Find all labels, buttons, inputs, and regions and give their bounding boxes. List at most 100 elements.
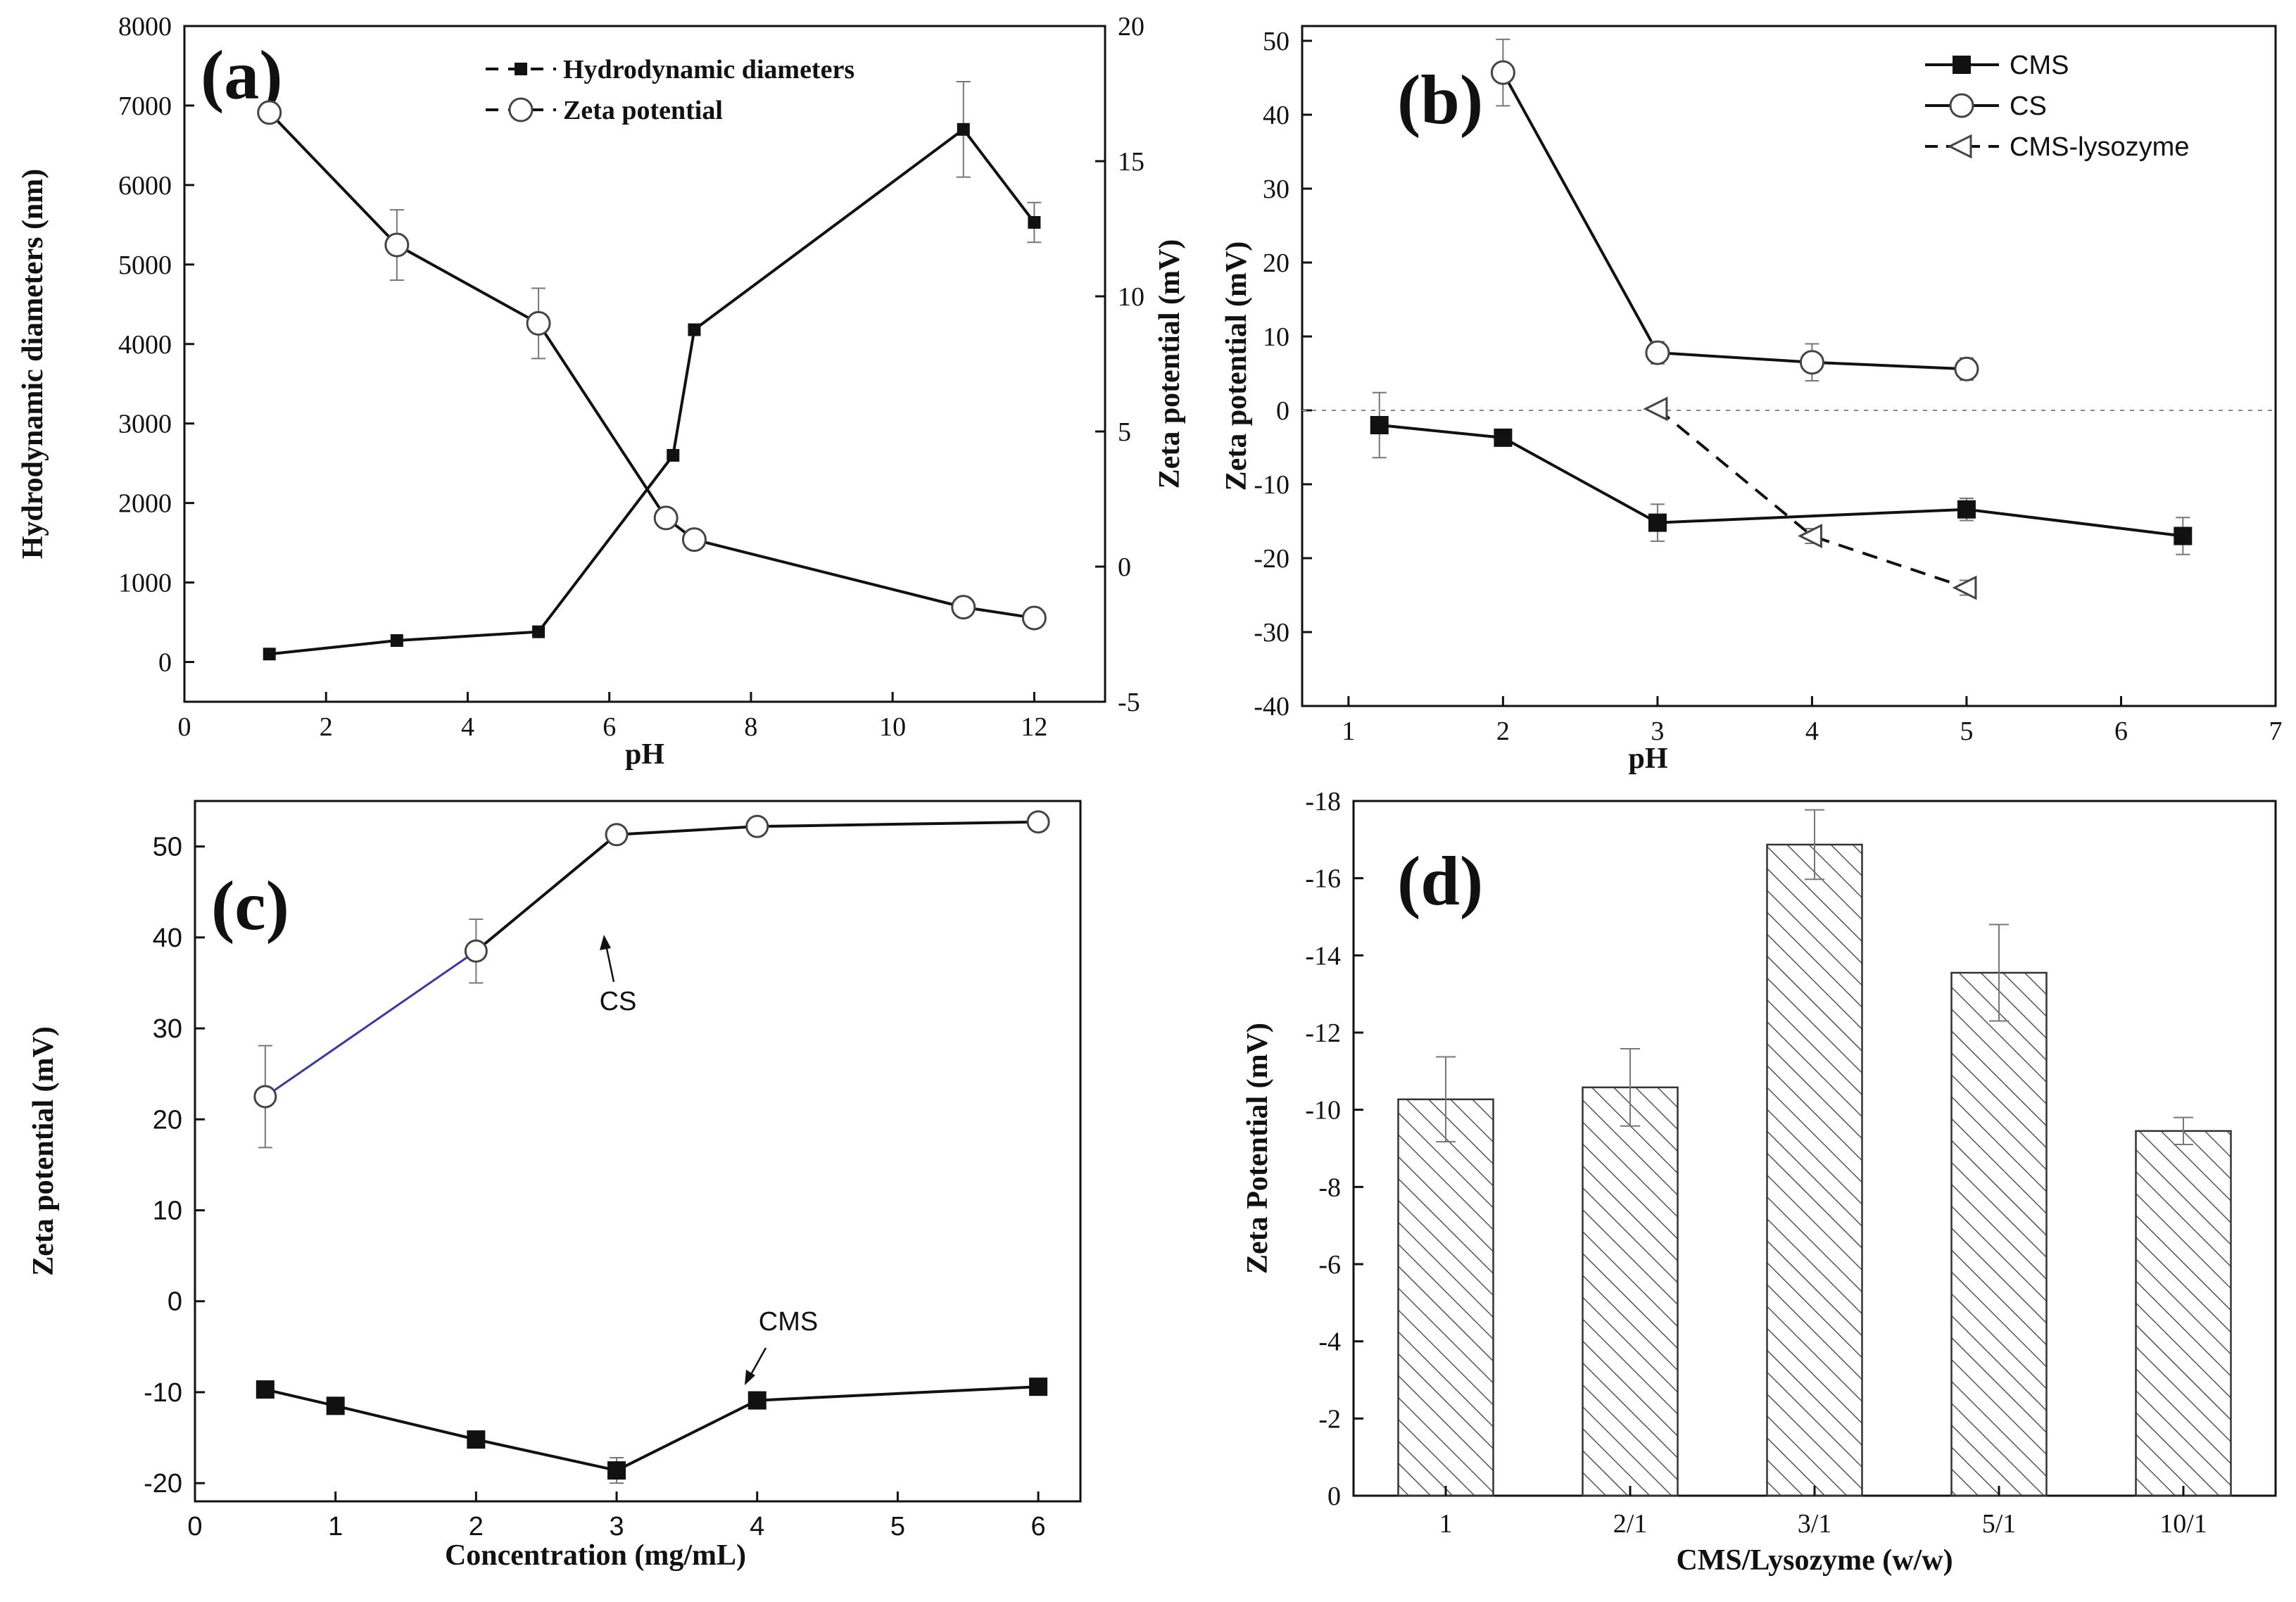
panel-c-y-tick-label: 0 <box>168 1287 182 1317</box>
panel-a-x-axis-label: pH <box>625 738 664 771</box>
panel-b-legend-marker <box>1949 93 1974 118</box>
panel-b-x-tick-label: 7 <box>2269 717 2283 746</box>
panel-a-legend-label: Zeta potential <box>563 96 723 125</box>
panel-c-series-segment <box>264 950 477 1098</box>
panel-a-chart: 0 2 4 6 8 10 12 0 1000 2000 3000 4000 5000 6000 7000 80… <box>17 12 1186 771</box>
panel-b-point <box>1952 575 1977 600</box>
panel-d-error-bar <box>2174 1116 2193 1146</box>
panel-b-x-tick-label: 2 <box>1496 717 1510 746</box>
panel-c-series-segment <box>616 825 757 836</box>
panel-b-series-cms-lysozyme <box>1643 396 1977 600</box>
panel-c-y-tick-label: 40 <box>153 923 182 953</box>
panel-c-point <box>464 939 488 963</box>
panel-b-point <box>2174 526 2193 545</box>
panel-c-point <box>605 823 629 847</box>
panel-a-y-axis-label: Hydrodynamic diameters (nm) <box>17 169 49 560</box>
panel-a-legend-marker <box>508 97 534 122</box>
panel-b-y-tick-label: -30 <box>1254 618 1289 648</box>
panel-a-y-tick-label: 7000 <box>118 92 172 121</box>
panel-a-point <box>653 505 679 531</box>
panel-d-error-bar <box>1620 1048 1640 1127</box>
panel-b-x-tick-label: 5 <box>1960 717 1973 746</box>
panel-b-y-tick-label: -40 <box>1254 692 1289 721</box>
panel-a-y2-axis-label: Zeta potential (mV) <box>1154 239 1186 489</box>
panel-b-point <box>1798 524 1822 548</box>
panel-a-legend-marker <box>515 63 527 75</box>
panel-c-y-tick-label: 20 <box>153 1105 182 1135</box>
panel-b-legend-label: CS <box>2010 92 2047 121</box>
panel-c-y-tick-label: 50 <box>153 833 182 862</box>
panel-a-x-tick-label: 2 <box>320 712 333 742</box>
panel-a-point <box>263 648 276 661</box>
panel-c-y-tick-label: -20 <box>144 1469 182 1499</box>
panel-a-plot-frame <box>183 25 1106 703</box>
panel-b-legend-marker-ring <box>1949 93 1974 118</box>
panel-c-point <box>607 1461 626 1480</box>
panel-a-y-tick-label: 1000 <box>118 569 172 598</box>
panel-b-label: (b) <box>1397 61 1483 139</box>
panel-c-series-segment <box>475 1438 617 1472</box>
panel-b-y-tick-label: 40 <box>1263 101 1289 130</box>
panel-d-y-axis-label: Zeta Potential (mV) <box>1242 1023 1274 1274</box>
panel-c-chart: 0 1 2 3 4 5 6 -20 -10 0 10 20 30 40 50 Concentration (m… <box>27 800 1082 1572</box>
panel-c-series-segment <box>757 820 1039 828</box>
panel-d-bar <box>1950 971 2048 1497</box>
panel-d-y-tick-label: -10 <box>1305 1096 1341 1125</box>
panel-c-y-tick-label: 10 <box>153 1196 182 1225</box>
panel-c-point-ring <box>605 823 629 847</box>
panel-a-y2-tick-label: 20 <box>1118 12 1144 42</box>
panel-c-arrowhead-cs <box>600 935 611 950</box>
panel-c-y-tick-label: -10 <box>144 1378 182 1408</box>
panel-a-point <box>951 595 976 620</box>
panel-d-bar-group <box>1397 1056 1494 1497</box>
panel-b-y-tick-label: 30 <box>1263 175 1289 204</box>
panel-c-x-tick-label: 4 <box>750 1512 764 1541</box>
panel-c-arrow-cms <box>748 1347 767 1379</box>
panel-c-x-tick-label: 0 <box>187 1512 202 1541</box>
panel-d-error-bar <box>1436 1056 1456 1143</box>
panel-c-series-cms <box>256 1377 1048 1484</box>
panel-c-point <box>1029 1377 1048 1396</box>
panel-d-bar-group <box>2135 1116 2232 1497</box>
panel-d-y-tick-label: -2 <box>1318 1404 1341 1434</box>
panel-b-point <box>1643 396 1668 422</box>
panel-c-plot-frame <box>194 800 1082 1503</box>
panel-b-x-tick-label: 4 <box>1805 717 1819 746</box>
panel-d-bar-group <box>1766 809 1863 1497</box>
panel-b-point-ring <box>1645 340 1670 365</box>
panel-a-series-line <box>269 127 1035 656</box>
panel-c-series-cs <box>253 810 1050 1149</box>
panel-c-series-segment <box>757 1385 1039 1402</box>
panel-c-annotation-cs: CS <box>600 987 637 1016</box>
panel-a-y2-tick-label: 5 <box>1118 417 1131 447</box>
panel-a-point <box>688 323 701 336</box>
panel-b-series-line <box>1501 72 1967 371</box>
panel-d-y-tick-label: -16 <box>1305 864 1341 894</box>
panel-c-annotations: CS CMS <box>600 935 818 1385</box>
panel-a-series-line <box>268 111 1035 619</box>
panel-b-point <box>1494 428 1513 447</box>
panel-c-x-tick-label: 1 <box>328 1512 343 1541</box>
panel-c-point <box>253 1085 277 1109</box>
panel-c-point <box>467 1430 486 1449</box>
panel-d-x-axis-label: CMS/Lysozyme (w/w) <box>1676 1544 1953 1577</box>
panel-c-point <box>326 1396 345 1415</box>
panel-a-series-diameter <box>263 81 1042 661</box>
panel-a-x-tick-label: 10 <box>879 712 906 742</box>
panel-c-point <box>745 814 769 838</box>
panel-b-point-ring <box>1954 356 1979 381</box>
panel-a-y2-tick-label: 10 <box>1118 282 1144 312</box>
panel-c-annotation-cms: CMS <box>759 1307 818 1337</box>
panel-a-point <box>257 100 282 125</box>
panel-b-y-tick-label: 0 <box>1276 396 1289 426</box>
panel-a-y-tick-label: 4000 <box>118 330 172 360</box>
panel-a-point-ring <box>1021 605 1047 631</box>
panel-a-legend-marker-ring <box>508 97 534 122</box>
panel-b-point <box>1954 356 1979 381</box>
panel-b-legend-marker <box>1953 56 1971 74</box>
panel-a-point-ring <box>681 527 707 553</box>
panel-a-legend: Hydrodynamic diameters Zeta potential <box>486 55 854 125</box>
panel-a-y-tick-label: 8000 <box>118 12 172 42</box>
panel-c-series-segment <box>616 1399 758 1472</box>
panel-c-point <box>748 1391 767 1410</box>
